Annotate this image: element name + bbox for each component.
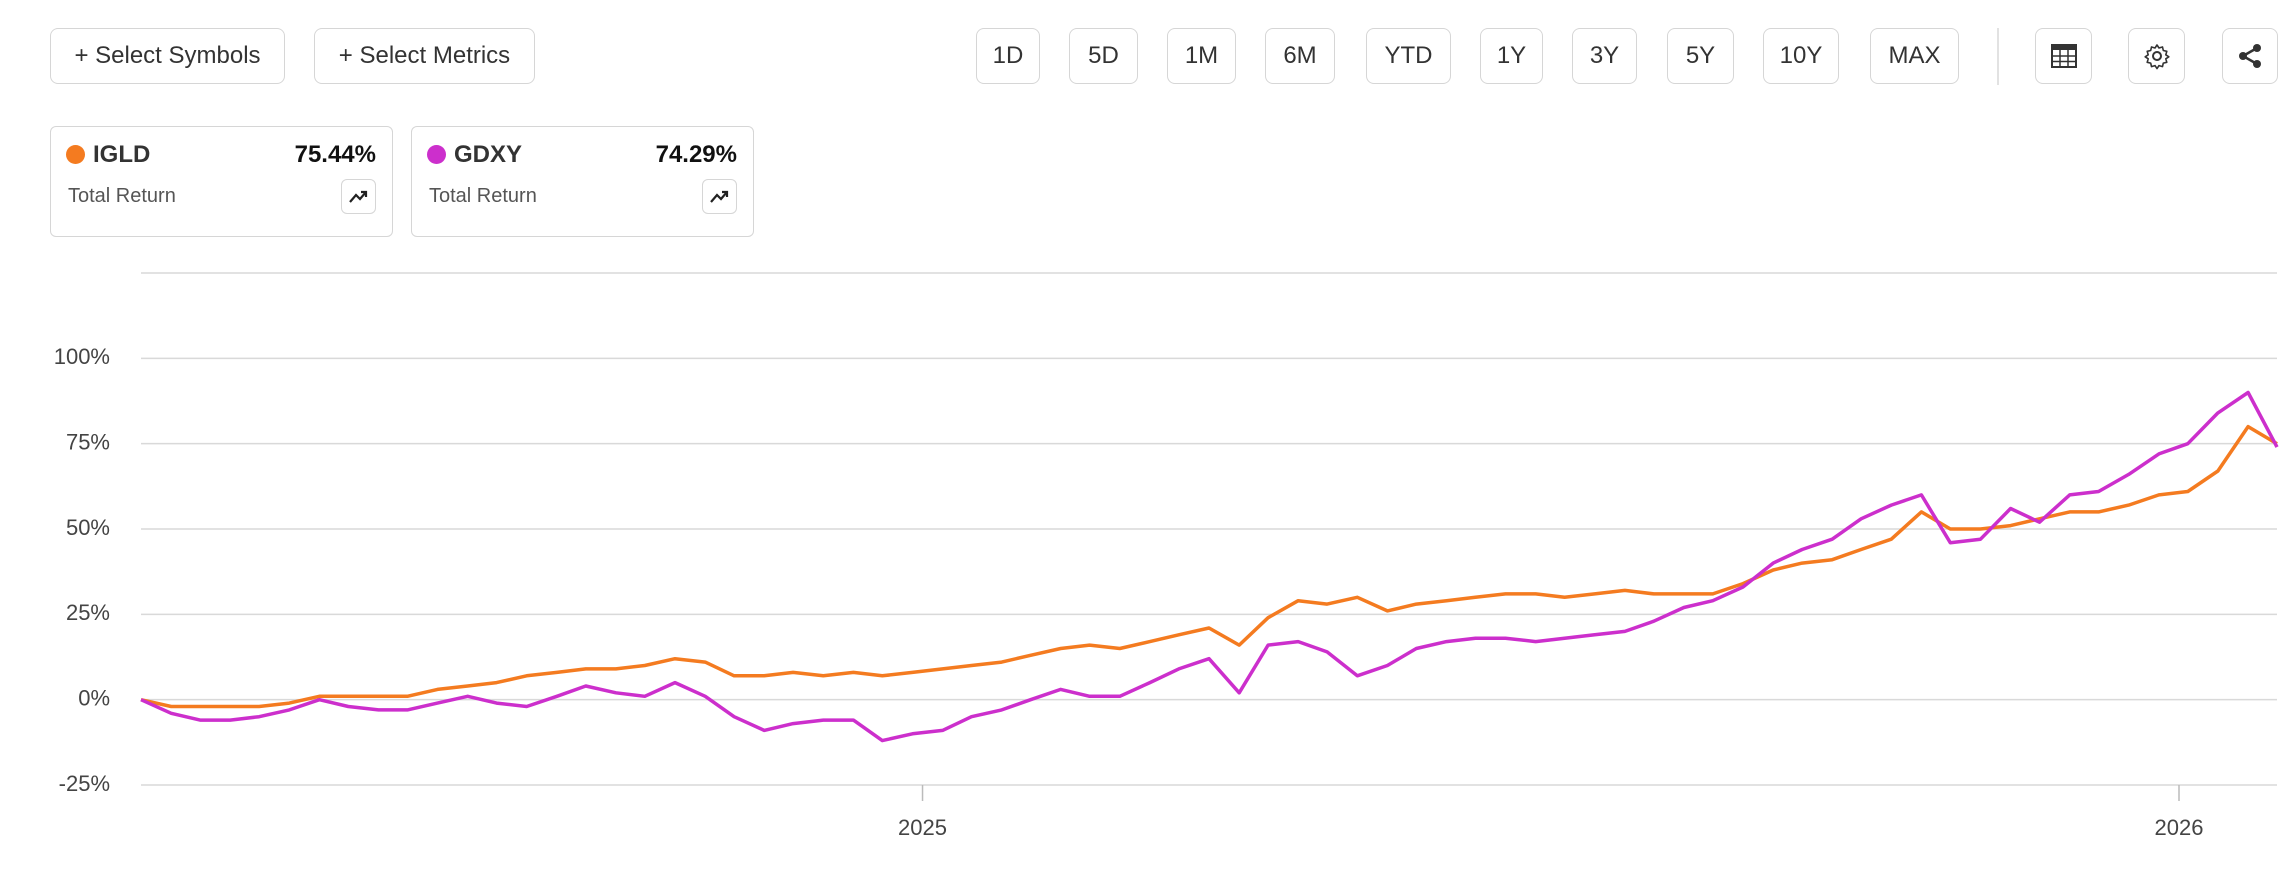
metric-label: Total Return xyxy=(68,185,176,207)
symbol-card[interactable]: GDXY 74.29% Total Return xyxy=(411,126,754,237)
symbol-dot xyxy=(66,145,85,164)
y-tick-label: 75% xyxy=(66,429,110,454)
gear-icon xyxy=(2143,44,2170,70)
y-tick-label: -25% xyxy=(59,771,110,796)
total-return-value: 75.44% xyxy=(294,141,376,168)
symbol-card[interactable]: IGLD 75.44% Total Return xyxy=(50,126,393,237)
range-button[interactable]: 10Y xyxy=(1763,28,1839,84)
trend-icon xyxy=(349,190,368,203)
range-button[interactable]: 1Y xyxy=(1480,28,1543,84)
chart-icon-button[interactable] xyxy=(702,179,737,214)
share-button[interactable] xyxy=(2222,28,2278,84)
range-button[interactable]: 1M xyxy=(1167,28,1236,84)
chart-icon-button[interactable] xyxy=(341,179,376,214)
series-line xyxy=(140,424,2278,709)
y-tick-label: 25% xyxy=(66,600,110,625)
total-return-value: 74.29% xyxy=(655,141,737,168)
select-metrics-button[interactable]: + Select Metrics xyxy=(314,28,535,84)
y-tick-label: 50% xyxy=(66,515,110,540)
select-symbols-button[interactable]: + Select Symbols xyxy=(50,28,285,84)
symbol-name: IGLD xyxy=(93,141,151,168)
range-button[interactable]: 6M xyxy=(1265,28,1335,84)
range-button[interactable]: 5Y xyxy=(1667,28,1734,84)
y-tick-label: 100% xyxy=(54,344,110,369)
symbol-dot xyxy=(427,145,446,164)
trend-icon xyxy=(710,190,729,203)
table-icon xyxy=(2050,44,2077,68)
range-button[interactable]: 5D xyxy=(1069,28,1138,84)
symbol-name: GDXY xyxy=(454,141,523,168)
x-tick-label: 2026 xyxy=(2155,815,2204,840)
y-tick-label: 0% xyxy=(78,685,110,710)
share-icon xyxy=(2239,44,2261,68)
range-button[interactable]: 3Y xyxy=(1572,28,1637,84)
settings-button[interactable] xyxy=(2128,28,2185,84)
range-button[interactable]: YTD xyxy=(1366,28,1451,84)
table-button[interactable] xyxy=(2035,28,2092,84)
separator xyxy=(1997,28,1999,85)
range-button[interactable]: 1D xyxy=(976,28,1040,84)
range-button[interactable]: MAX xyxy=(1870,28,1959,84)
metric-label: Total Return xyxy=(429,185,537,207)
series-line xyxy=(140,390,2279,743)
x-tick-label: 2025 xyxy=(898,815,947,840)
